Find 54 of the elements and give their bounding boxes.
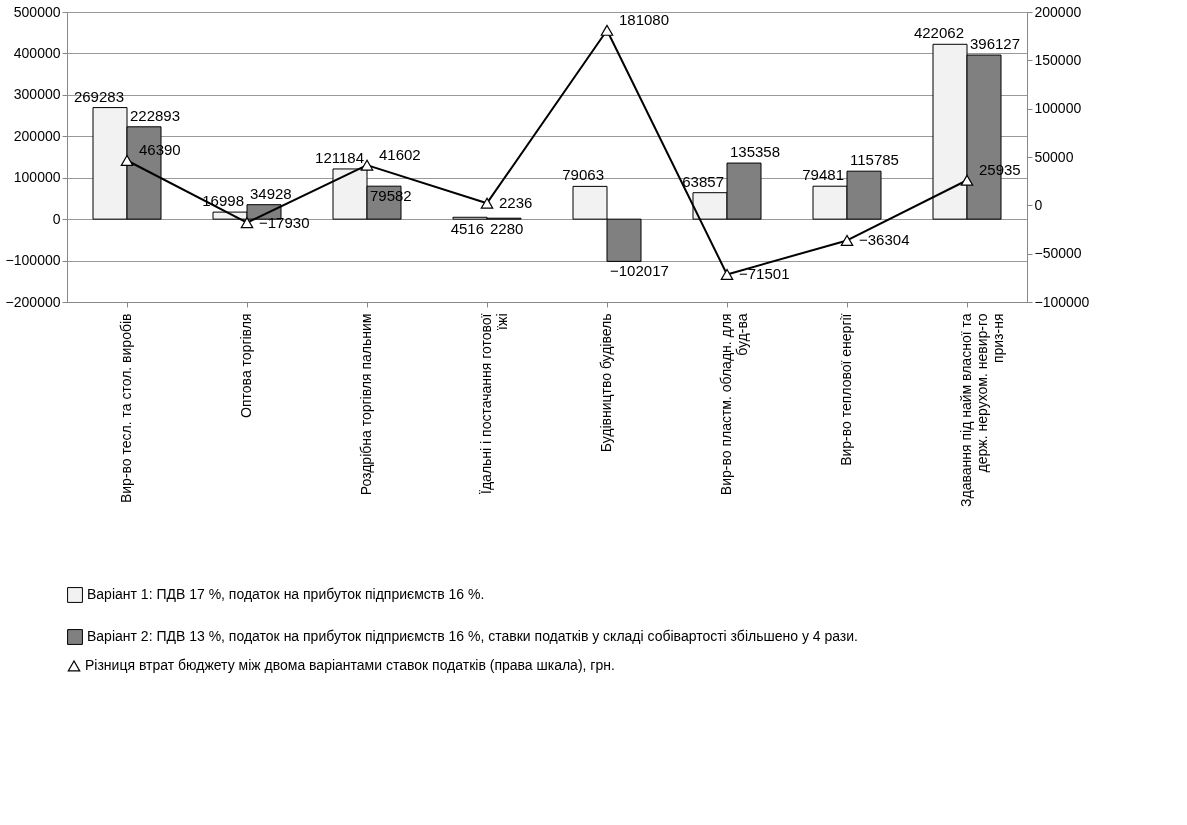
data-label: −102017 [610, 262, 669, 280]
y-tick-label: 400000 [13, 44, 61, 61]
data-label: 79481 [802, 166, 844, 184]
data-label: 222893 [130, 106, 181, 124]
data-label: 2236 [499, 194, 533, 212]
data-label: 269283 [73, 87, 124, 105]
x-tick-label: Вир-во пластм. обладн. для буд-ва [718, 313, 750, 496]
y2-tick-label: 0 [1034, 196, 1043, 213]
data-label: 79063 [562, 166, 604, 184]
data-label: 34928 [250, 184, 292, 202]
point [240, 217, 254, 229]
data-label: 121184 [315, 148, 364, 166]
x-tick-label: Здавання під найм власної та держ. нерухом. невир-го приз-ня [958, 313, 1006, 507]
x-tick-label: Їдальні і постачання готової їжі [478, 313, 510, 494]
legend-label: Варіант 2: ПДВ 13 %, податок на прибуток підприємств 16 %, ставки податків у складі собівартості збільшено у 4 рази. [87, 628, 858, 644]
point [480, 197, 494, 209]
data-label: 181080 [619, 11, 670, 29]
x-tick-label: Оптова торгівля [238, 313, 254, 418]
point [600, 24, 614, 36]
y-tick-label: 500000 [13, 3, 61, 20]
y2-tick-label: 150000 [1034, 51, 1082, 68]
y2-tick-label: −50000 [1034, 245, 1082, 262]
data-label: −17930 [259, 213, 310, 231]
legend-label: Різниця втрат бюджету між двома варіантами ставок податків (права шкала), грн. [85, 657, 615, 673]
y-tick-label: 100000 [13, 169, 61, 186]
y-tick-label: −100000 [5, 252, 61, 269]
data-label: 63857 [682, 172, 724, 190]
data-label: 422062 [913, 24, 964, 42]
data-label: 4516 [450, 220, 484, 238]
point [720, 268, 734, 280]
data-label: −36304 [859, 231, 910, 249]
data-label: 115785 [850, 151, 899, 169]
y2-tick-label: −100000 [1034, 293, 1090, 310]
y-tick-label: 200000 [13, 127, 61, 144]
x-tick-label: Вир-во тесл. та стол. виробів [118, 313, 134, 504]
y-tick-label: 0 [52, 210, 61, 227]
data-label: 2280 [490, 220, 524, 238]
y-tick-label: −200000 [5, 293, 61, 310]
data-label: −71501 [739, 265, 790, 283]
data-label: 135358 [730, 143, 781, 161]
point [960, 174, 974, 186]
y2-tick-label: 100000 [1034, 100, 1082, 117]
y2-tick-label: 50000 [1034, 148, 1074, 165]
x-tick-label: Будівництво будівель [598, 313, 614, 453]
data-label: 396127 [970, 35, 1021, 53]
y-tick-label: 300000 [13, 86, 61, 103]
point [120, 154, 134, 167]
x-tick-label: Роздрібна торгівля пальним [358, 313, 374, 496]
point [840, 234, 854, 246]
x-tick-label: Вир-во теплової енергії [838, 313, 854, 466]
y2-tick-label: 200000 [1034, 3, 1082, 20]
data-label: 16998 [202, 192, 244, 210]
data-label: 41602 [379, 146, 421, 164]
legend-label: Варіант 1: ПДВ 17 %, податок на прибуток підприємств 16 %. [87, 586, 485, 602]
